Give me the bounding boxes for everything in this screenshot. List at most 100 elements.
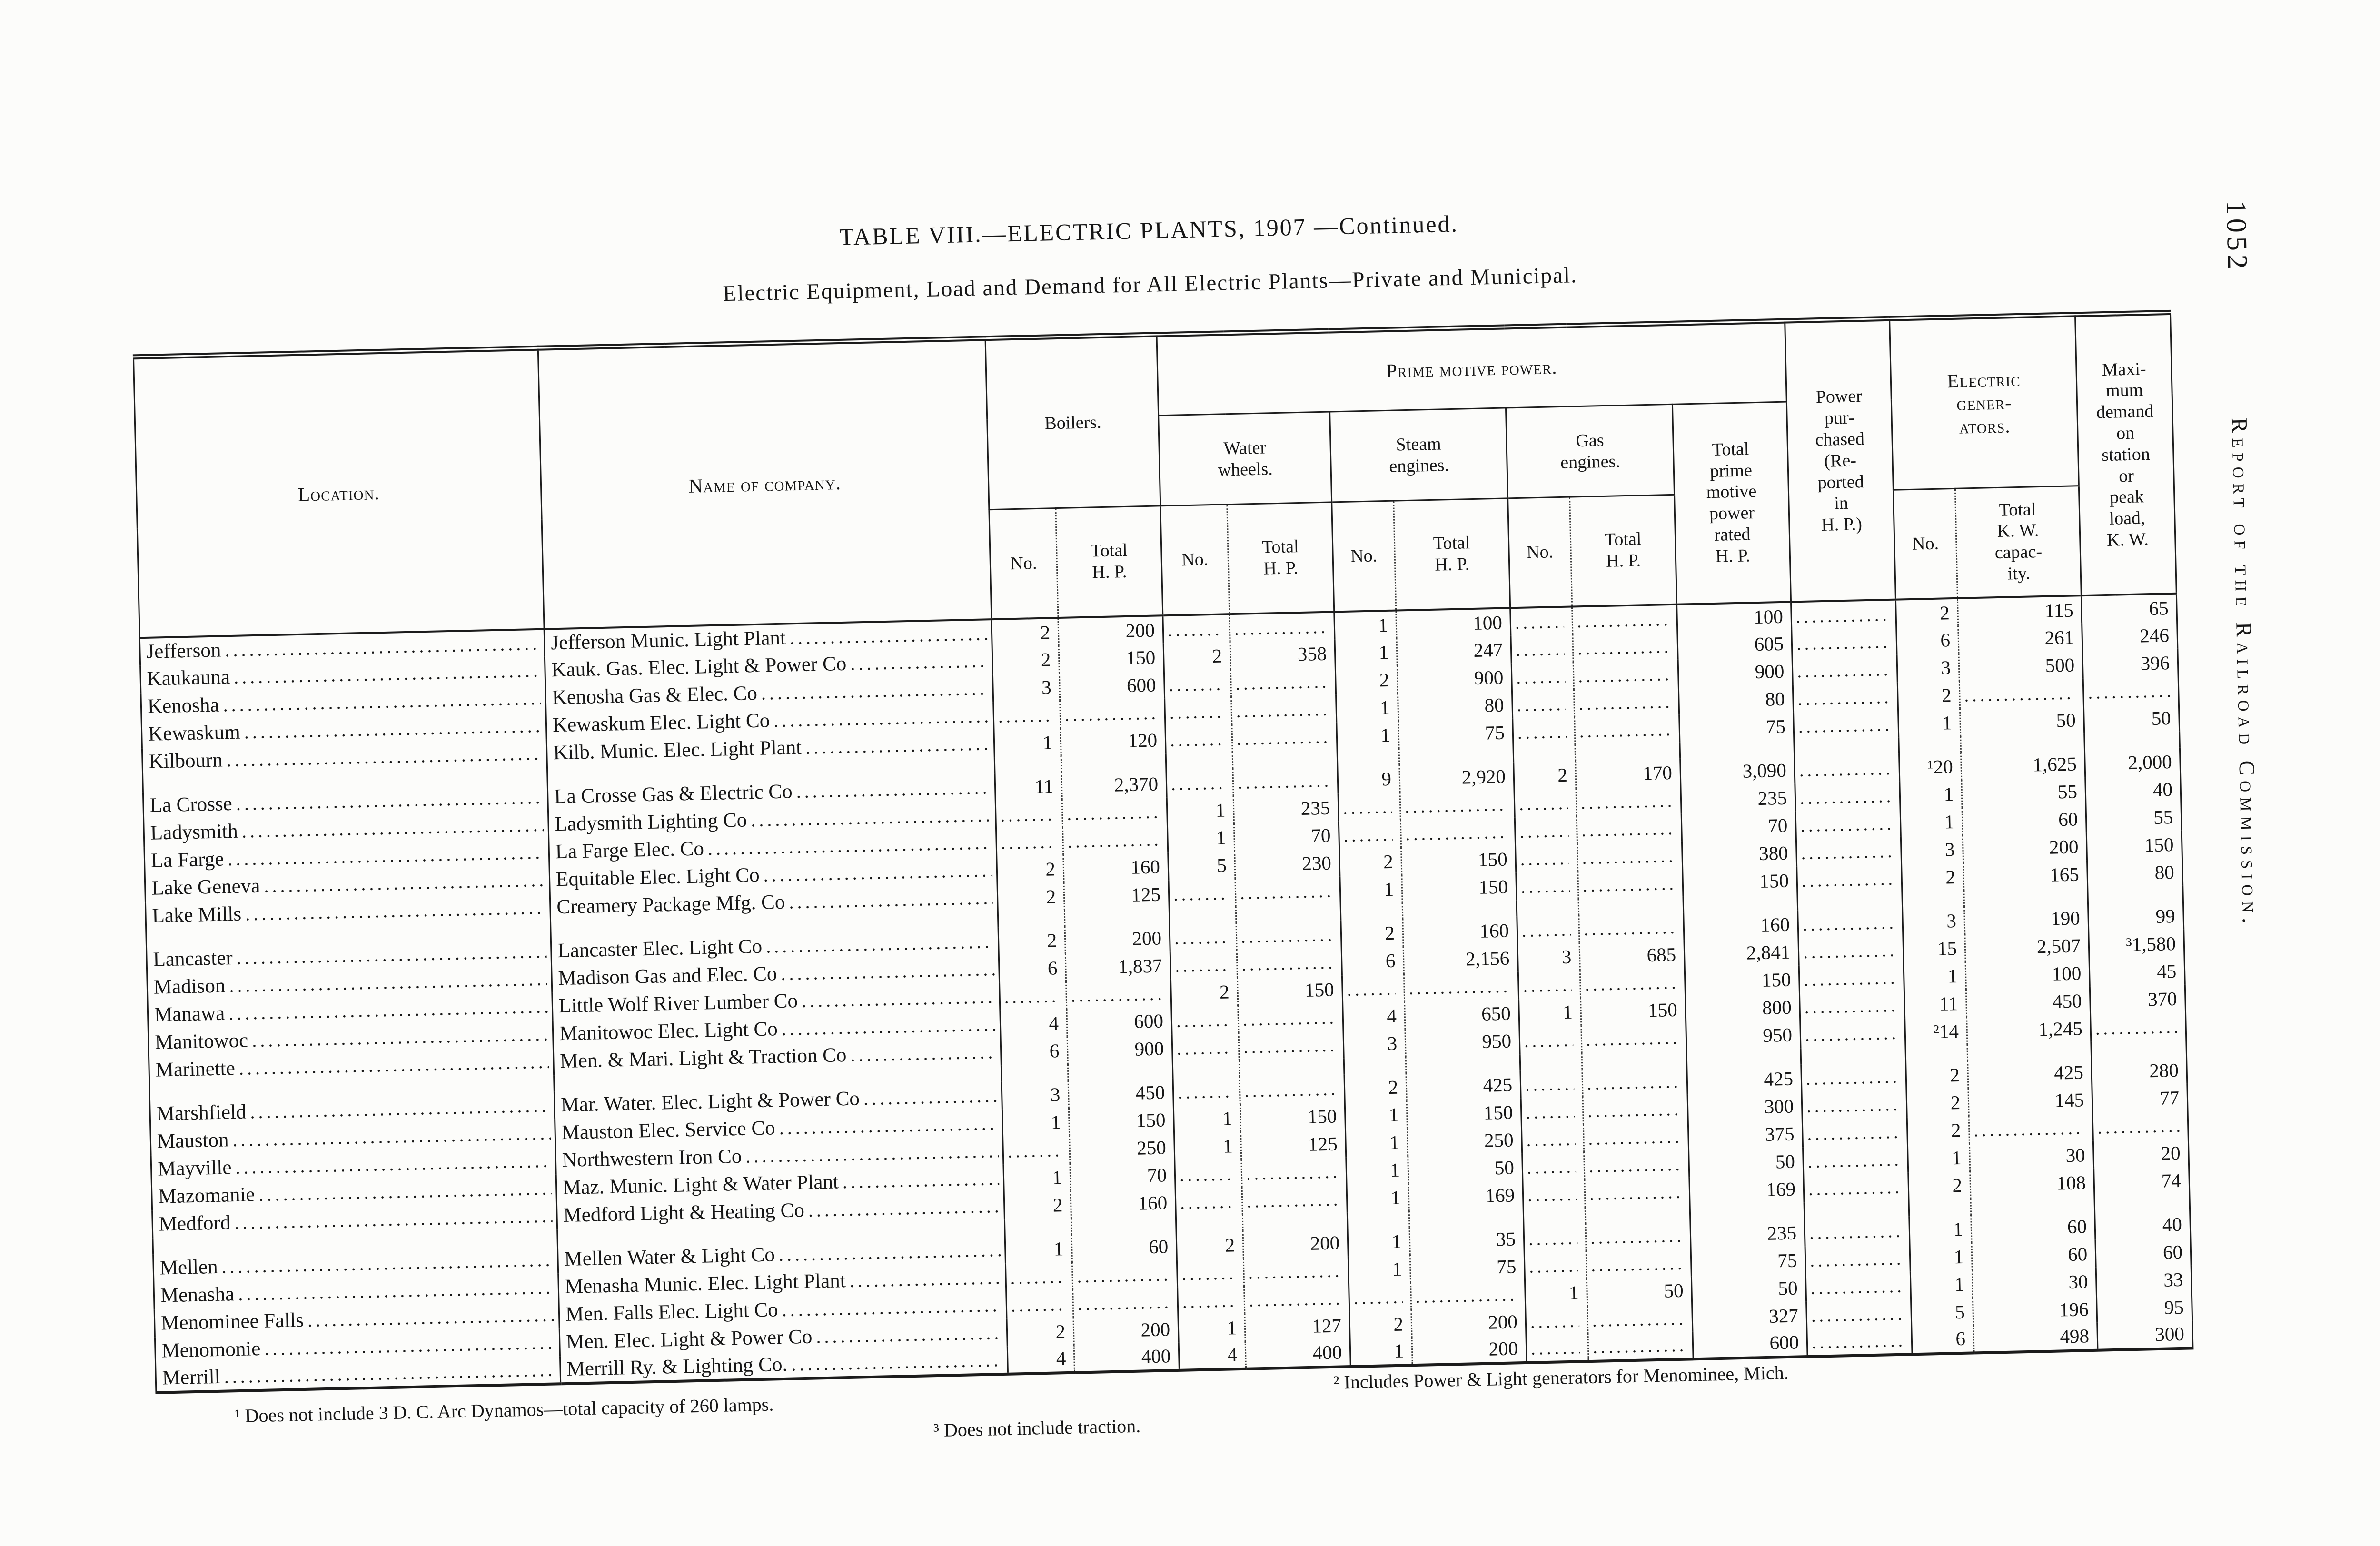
cell-value xyxy=(1791,599,1896,629)
dot-leader xyxy=(234,1204,553,1235)
empty-cell-dots xyxy=(1343,794,1392,818)
dot-leader xyxy=(238,1276,555,1306)
empty-cell-dots xyxy=(1235,669,1328,694)
cell-value: 650 xyxy=(1404,999,1519,1029)
dot-leader xyxy=(228,841,545,871)
cell-value xyxy=(1229,611,1335,642)
col-header-steam-engines: Steam engines. xyxy=(1329,407,1508,502)
empty-cell-dots xyxy=(1805,1021,1897,1045)
empty-cell-dots xyxy=(1590,1223,1683,1248)
empty-cell-dots xyxy=(1588,1152,1681,1177)
cell-value xyxy=(1514,788,1577,817)
cell-value xyxy=(1168,878,1236,908)
cell-value xyxy=(999,981,1067,1011)
cell-value xyxy=(1522,1151,1585,1181)
empty-cell-dots xyxy=(1529,1253,1578,1277)
cell-value xyxy=(1583,1094,1688,1124)
cell-value: 190 xyxy=(1964,903,2089,934)
cell-value: 950 xyxy=(1686,1020,1801,1050)
empty-cell-dots xyxy=(1521,917,1571,941)
cell-value: 1 xyxy=(1339,874,1403,904)
empty-cell-dots xyxy=(1516,664,1566,688)
empty-cell-dots xyxy=(1582,843,1674,868)
dot-leader xyxy=(224,1358,556,1388)
cell-value xyxy=(1162,614,1230,643)
cell-value: 150 xyxy=(1240,1101,1346,1132)
cell-value xyxy=(1572,632,1678,662)
col-header-boilers: Boilers. xyxy=(985,334,1160,510)
col-header-water-wheels: Water wheels. xyxy=(1158,412,1332,506)
cell-value: 1 xyxy=(1346,1155,1408,1185)
cell-value xyxy=(1577,869,1683,899)
cell-value xyxy=(1806,1298,1912,1329)
cell-value: 1 xyxy=(1347,1183,1409,1212)
cell-value: 120 xyxy=(1060,725,1166,756)
cell-value: 1 xyxy=(1909,1215,1972,1244)
cell-value xyxy=(1231,722,1338,752)
cell-value: 380 xyxy=(1682,838,1797,869)
empty-cell-dots xyxy=(1805,1064,1898,1089)
empty-cell-dots xyxy=(1077,1290,1170,1315)
empty-cell-dots xyxy=(1243,1033,1336,1058)
empty-cell-dots xyxy=(998,703,1052,727)
dot-leader xyxy=(264,1330,555,1360)
cell-value: 2 xyxy=(997,882,1065,912)
cell-value: 70 xyxy=(1681,811,1796,842)
cell-value: 2,507 xyxy=(1964,931,2090,962)
empty-cell-dots xyxy=(1182,1288,1236,1312)
cell-value: 30 xyxy=(1969,1140,2094,1171)
cell-value xyxy=(1574,714,1680,744)
cell-value: 55 xyxy=(2086,803,2182,832)
cell-value xyxy=(1806,1326,1913,1357)
cell-value: 99 xyxy=(2088,902,2184,932)
cell-value: 400 xyxy=(1074,1342,1180,1373)
empty-cell-dots xyxy=(1175,952,1229,976)
cell-value xyxy=(1795,781,1901,811)
empty-cell-dots xyxy=(1588,1124,1680,1149)
empty-cell-dots xyxy=(1581,788,1673,813)
cell-value xyxy=(1959,678,2084,709)
empty-cell-dots xyxy=(1249,1286,1341,1311)
cell-value: 900 xyxy=(1678,656,1793,687)
footnote-1: ¹ Does not include 3 D. C. Arc Dynamos—t… xyxy=(234,1393,774,1427)
cell-value xyxy=(1572,604,1677,634)
empty-cell-dots xyxy=(1527,1182,1577,1206)
empty-cell-dots xyxy=(1173,881,1228,905)
cell-value: 1 xyxy=(1525,1278,1587,1308)
empty-cell-dots xyxy=(1531,1336,1580,1359)
cell-value xyxy=(1793,710,1899,740)
cell-value: 425 xyxy=(1967,1058,2092,1089)
cell-value: 1 xyxy=(1336,693,1398,722)
cell-value: 100 xyxy=(1676,601,1792,632)
dot-leader xyxy=(774,704,990,732)
empty-cell-dots xyxy=(1578,690,1671,714)
cell-value: 2 xyxy=(1006,1317,1074,1347)
dot-leader xyxy=(766,930,994,958)
cell-value: 450 xyxy=(1966,986,2091,1017)
cell-value: 60 xyxy=(1071,1232,1177,1262)
cell-value: 1 xyxy=(1348,1227,1410,1256)
cell-value: 950 xyxy=(1405,1026,1520,1057)
cell-value: 3 xyxy=(1517,942,1580,971)
cell-value xyxy=(1165,724,1233,753)
dot-leader xyxy=(221,1248,554,1278)
cell-value xyxy=(1060,698,1165,728)
dot-leader xyxy=(223,686,541,717)
cell-value: 75 xyxy=(1410,1252,1525,1282)
cell-value xyxy=(1236,920,1342,950)
dot-leader xyxy=(250,1094,550,1124)
empty-cell-dots xyxy=(1801,866,1894,891)
cell-value: ¹20 xyxy=(1899,752,1962,782)
cell-value: 1 xyxy=(1350,1337,1413,1367)
col-header-power-purchased: Power pur- chased (Re- ported in H. P.) xyxy=(1785,318,1896,602)
cell-value: 4 xyxy=(1007,1345,1075,1374)
empty-cell-dots xyxy=(1519,818,1569,842)
cell-value: 4 xyxy=(1179,1341,1246,1370)
cell-value: 2 xyxy=(998,926,1066,955)
empty-cell-dots xyxy=(1520,846,1569,870)
empty-cell-dots xyxy=(1241,922,1333,947)
col-header-gas-no: No. xyxy=(1507,497,1572,608)
empty-cell-dots xyxy=(1578,662,1670,687)
empty-cell-dots xyxy=(1171,771,1225,794)
dot-leader xyxy=(745,1139,999,1168)
